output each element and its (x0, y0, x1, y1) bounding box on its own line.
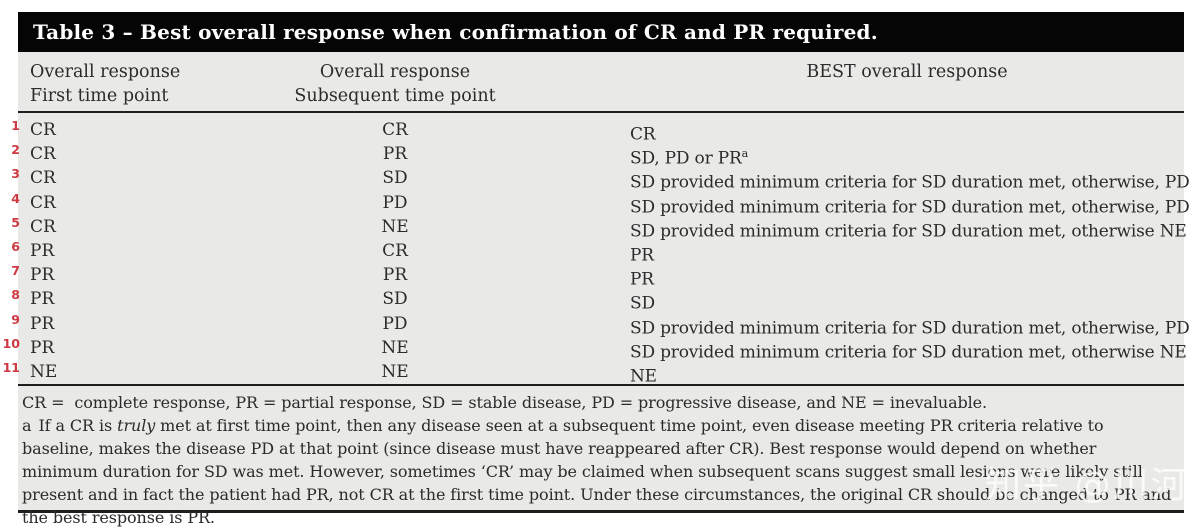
table-row: 1 CR CR CR (11, 118, 1184, 145)
footnote-a-italic-word: truly (117, 416, 156, 435)
cell-subsequent-timepoint: PD (382, 313, 408, 334)
table-row: 2 CR PR SD, PD or PRa (11, 142, 1184, 169)
table-title: Table 3 – Best overall response when con… (33, 20, 878, 44)
cell-subsequent-timepoint: CR (382, 240, 408, 261)
table-row: 11 NE NE NE (3, 360, 1184, 387)
cell-best-response: SD provided minimum criteria for SD dura… (522, 191, 1190, 220)
table-row: 5 CR NE SD provided minimum criteria for… (11, 215, 1186, 242)
cell-first-timepoint: NE (30, 361, 58, 382)
row-number: 8 (11, 287, 20, 303)
col-header-line: First time point (30, 86, 169, 106)
footnote-a-marker: a (22, 416, 32, 435)
cell-subsequent-timepoint: PR (382, 144, 408, 165)
row-number: 6 (11, 238, 20, 254)
row-number: 3 (11, 166, 20, 182)
row-number: 5 (11, 214, 20, 230)
best-response-text: SD provided minimum criteria for SD dura… (630, 197, 1190, 218)
cell-subsequent-timepoint: NE (381, 216, 409, 237)
table-row: 9 PR PD SD provided minimum criteria for… (11, 312, 1189, 339)
cell-subsequent-timepoint: PR (382, 265, 408, 286)
table-row: 3 CR SD SD provided minimum criteria for… (11, 166, 1189, 193)
row-number: 4 (11, 190, 20, 206)
cell-first-timepoint: CR (30, 120, 56, 140)
cell-first-timepoint: CR (30, 216, 56, 237)
row-number: 9 (11, 311, 20, 327)
abbreviations-note: CR = complete response, PR = partial res… (22, 393, 988, 412)
cell-subsequent-timepoint: CR (382, 120, 408, 140)
cell-subsequent-timepoint: PD (382, 192, 408, 213)
cell-best-response: SD provided minimum criteria for SD dura… (522, 312, 1190, 341)
cell-best-response: SD (522, 287, 1184, 316)
col-header-line: Overall response (30, 62, 181, 82)
table-3: Table 3 – Best overall response when con… (3, 12, 1190, 527)
row-number: 11 (2, 359, 20, 375)
row-number: 2 (11, 142, 20, 158)
table-body: 1 CR CR CR 2 CR PR SD, PD or PRa 3 CR SD… (3, 113, 1190, 387)
footnotes-section: CR = complete response, PR = partial res… (18, 386, 1184, 527)
table-row: 10 PR NE SD provided minimum criteria fo… (3, 336, 1187, 363)
row-number: 1 (11, 118, 20, 133)
best-response-text: SD provided minimum criteria for SD dura… (630, 173, 1190, 194)
cell-best-response: PR (522, 263, 1184, 292)
col-header-line: Subsequent time point (294, 86, 496, 106)
cell-first-timepoint: CR (30, 144, 56, 165)
best-response-text: SD provided minimum criteria for SD dura… (630, 342, 1187, 363)
footnote-a-text-post: met at first time point, then any diseas… (22, 416, 1172, 527)
cell-first-timepoint: PR (30, 240, 55, 261)
best-response-text: SD, PD or PR (630, 148, 742, 169)
cell-best-response: SD provided minimum criteria for SD dura… (522, 166, 1190, 195)
best-response-text: PR (630, 269, 654, 290)
col-header-line: Overall response (319, 62, 471, 82)
best-response-text: SD provided minimum criteria for SD dura… (630, 221, 1187, 242)
cell-best-response: SD provided minimum criteria for SD dura… (522, 215, 1187, 244)
cell-best-response: SD provided minimum criteria for SD dura… (522, 336, 1187, 365)
best-response-text: CR (630, 124, 656, 145)
col-header-first-timepoint: Overall response First time point (18, 60, 268, 111)
best-response-text: NE (630, 366, 657, 387)
table-row: 6 PR CR PR (11, 239, 1184, 266)
cell-best-response: NE (522, 360, 1184, 389)
table-row: 4 CR PD SD provided minimum criteria for… (11, 191, 1189, 218)
footnote-ref-a: a (741, 147, 749, 161)
row-number: 7 (11, 263, 20, 279)
footnote-a-text-pre: If a CR is (38, 416, 118, 435)
cell-first-timepoint: CR (30, 168, 56, 189)
table-row: 7 PR PR PR (11, 263, 1184, 290)
cell-best-response: CR (522, 118, 1184, 147)
cell-subsequent-timepoint: NE (381, 337, 409, 358)
col-header-line: BEST overall response (806, 62, 1008, 82)
cell-first-timepoint: PR (30, 337, 55, 358)
table-header-row: Overall response First time point Overal… (18, 52, 1184, 113)
table-title-bar: Table 3 – Best overall response when con… (18, 12, 1184, 52)
row-number: 10 (2, 335, 20, 351)
best-response-text: PR (630, 245, 654, 266)
best-response-text: SD (630, 293, 655, 314)
cell-subsequent-timepoint: SD (382, 289, 408, 310)
cell-best-response: SD, PD or PRa (522, 142, 1184, 171)
table-row: 8 PR SD SD (11, 287, 1184, 314)
cell-first-timepoint: CR (30, 192, 56, 213)
col-header-subsequent-timepoint: Overall response Subsequent time point (268, 60, 522, 111)
cell-best-response: PR (522, 239, 1184, 268)
cell-subsequent-timepoint: SD (382, 168, 408, 189)
best-response-text: SD provided minimum criteria for SD dura… (630, 318, 1190, 339)
footnote-a: a If a CR is truly met at first time poin… (22, 414, 1176, 529)
cell-first-timepoint: PR (30, 265, 55, 286)
cell-first-timepoint: PR (30, 313, 55, 334)
col-header-best-response: BEST overall response (522, 60, 1184, 111)
cell-first-timepoint: PR (30, 289, 55, 310)
cell-subsequent-timepoint: NE (381, 361, 409, 382)
